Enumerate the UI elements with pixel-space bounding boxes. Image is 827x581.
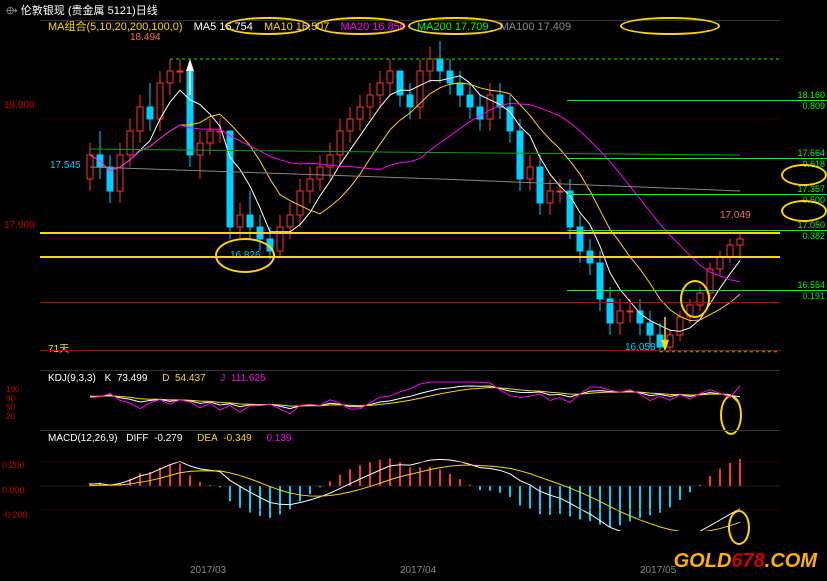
fib-line-1 — [567, 158, 827, 159]
x-tick-0: 2017/03 — [190, 565, 226, 576]
fib-ratio-4: 0.191 — [802, 291, 825, 301]
chart-title: ⟴ 伦敦银现 (贵金属 5121)日线 — [5, 2, 158, 18]
watermark: GOLD678.COM — [674, 550, 817, 573]
fib-ratio-3: 0.382 — [802, 231, 825, 241]
fib-line-4 — [567, 290, 827, 291]
price-pane[interactable] — [40, 20, 780, 370]
y-tick-17: 17.000 — [4, 220, 35, 231]
macd-pane[interactable]: MACD(12,26,9) DIFF -0.279 DEA -0.349 0.1… — [40, 430, 780, 530]
candlestick-chart — [40, 21, 780, 371]
x-tick-2: 2017/05 — [640, 565, 676, 576]
annotation-days: 71天 — [48, 340, 69, 355]
fib-line-3 — [567, 230, 827, 231]
fib-line-0 — [567, 100, 827, 101]
chart-container: ⟴ 伦敦银现 (贵金属 5121)日线 MA组合(5,10,20,200,100… — [0, 0, 827, 581]
fib-ratio-1: 0.618 — [802, 159, 825, 169]
fib-ratio-2: 0.500 — [802, 195, 825, 205]
fib-line-2 — [567, 194, 827, 195]
macd-ytick-3: -0.200 — [2, 510, 28, 520]
y-tick-18: 18.000 — [4, 100, 35, 111]
macd-ytick-1: 0.200 — [2, 460, 25, 470]
kdj-lines — [40, 371, 780, 431]
hline-3 — [40, 350, 780, 351]
fib-price-3: 17.050 — [797, 220, 825, 230]
macd-ytick-2: 0.000 — [2, 485, 25, 495]
macd-chart — [40, 431, 780, 531]
annotation-current: 17.049 — [720, 210, 751, 221]
fib-price-0: 18.160 — [797, 90, 825, 100]
kdj-yticks: 100805020 — [6, 385, 19, 421]
fib-price-2: 17.357 — [797, 184, 825, 194]
annotation-high1: 18.494 — [130, 32, 161, 43]
kdj-pane[interactable]: KDJ(9,3,3) K 73.499 D 54.437 J 111.625 — [40, 370, 780, 430]
fib-ratio-0: 0.809 — [802, 101, 825, 111]
hline-0 — [40, 232, 780, 234]
annotation-low1: 17.545 — [50, 160, 81, 171]
hline-2 — [40, 302, 780, 303]
fib-price-1: 17.664 — [797, 148, 825, 158]
hline-1 — [40, 256, 780, 258]
annotation-low3: 16.058 — [625, 342, 656, 353]
fib-price-4: 16.554 — [797, 280, 825, 290]
x-tick-1: 2017/04 — [400, 565, 436, 576]
